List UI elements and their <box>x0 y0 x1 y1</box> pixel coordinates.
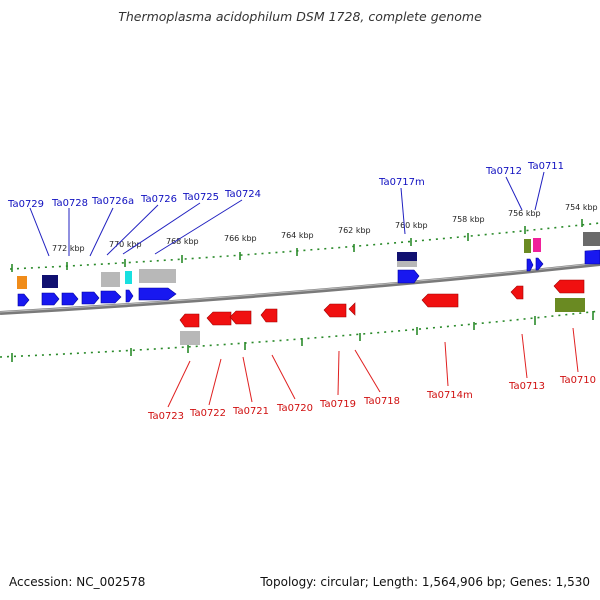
reverse-gene[interactable] <box>510 285 524 300</box>
gene-label-ta0710[interactable]: Ta0710 <box>559 375 596 386</box>
forward-gene[interactable] <box>584 249 600 265</box>
reverse-features <box>180 298 585 345</box>
reverse-gene[interactable] <box>260 308 278 323</box>
feature-box-navy[interactable] <box>42 275 58 288</box>
feature-box-gray[interactable] <box>139 269 176 283</box>
forward-gene-labels: Ta0729 Ta0728 Ta0726a Ta0726 Ta0725 Ta07… <box>7 161 564 210</box>
feature-box-pink[interactable] <box>533 238 541 252</box>
feature-box-gray[interactable] <box>101 272 120 287</box>
map-title: Thermoplasma acidophilum DSM 1728, compl… <box>118 9 482 24</box>
forward-gene[interactable] <box>535 257 544 271</box>
gene-label-ta0717m[interactable]: Ta0717m <box>378 177 425 188</box>
gene-label-ta0721[interactable]: Ta0721 <box>232 406 269 417</box>
feature-box-gray[interactable] <box>180 331 200 345</box>
leader-line <box>444 341 449 387</box>
gene-label-ta0718[interactable]: Ta0718 <box>363 396 400 407</box>
kbp-label-764: 764 kbp <box>281 231 314 240</box>
leader-line <box>572 327 579 373</box>
leader-line <box>521 333 528 379</box>
gene-label-ta0723[interactable]: Ta0723 <box>147 411 184 422</box>
accession-text: Accession: NC_002578 <box>9 575 146 589</box>
gene-label-ta0722[interactable]: Ta0722 <box>189 408 226 419</box>
leader-line <box>271 354 296 400</box>
forward-gene[interactable] <box>61 292 79 306</box>
leader-line <box>208 358 222 406</box>
gene-label-ta0724[interactable]: Ta0724 <box>224 189 261 200</box>
kbp-label-766: 766 kbp <box>224 234 257 243</box>
leader-line <box>167 360 191 408</box>
gene-label-ta0720[interactable]: Ta0720 <box>276 403 313 414</box>
forward-gene[interactable] <box>41 292 60 306</box>
forward-gene[interactable] <box>125 289 134 303</box>
genome-summary-text: Topology: circular; Length: 1,564,906 bp… <box>260 575 590 589</box>
leader-line <box>337 350 340 396</box>
reverse-genes <box>179 279 585 328</box>
genome-backbone <box>0 262 600 315</box>
reverse-gene[interactable] <box>348 302 356 316</box>
leader-line <box>154 199 243 255</box>
reverse-gene[interactable] <box>206 311 232 326</box>
feature-box-cyan[interactable] <box>125 271 132 284</box>
forward-gene[interactable] <box>100 290 122 304</box>
forward-leader-lines <box>29 171 545 257</box>
kbp-label-756: 756 kbp <box>508 209 541 218</box>
kbp-label-770: 770 kbp <box>109 240 142 249</box>
kbp-label-758: 758 kbp <box>452 215 485 224</box>
feature-box-olive[interactable] <box>555 298 585 312</box>
reverse-ruler <box>0 310 600 358</box>
forward-features <box>17 232 600 289</box>
gene-label-ta0714m[interactable]: Ta0714m <box>426 390 473 401</box>
reverse-gene[interactable] <box>229 310 252 325</box>
forward-gene[interactable] <box>81 291 100 305</box>
reverse-leader-lines <box>167 327 579 408</box>
forward-genes <box>17 249 600 307</box>
reverse-gene[interactable] <box>323 303 347 318</box>
leader-line <box>505 176 523 211</box>
reverse-gene-labels: Ta0723 Ta0722 Ta0721 Ta0720 Ta0719 Ta071… <box>147 375 596 422</box>
leader-line <box>89 207 114 257</box>
forward-gene[interactable] <box>397 269 420 284</box>
forward-gene[interactable] <box>138 287 177 301</box>
feature-box-dark-gray[interactable] <box>583 232 600 246</box>
reverse-gene[interactable] <box>179 313 200 328</box>
gene-label-ta0726a[interactable]: Ta0726a <box>91 196 134 207</box>
leader-line <box>106 204 159 256</box>
leader-line <box>242 356 253 403</box>
reverse-gene[interactable] <box>421 293 459 308</box>
gene-label-ta0719[interactable]: Ta0719 <box>319 399 356 410</box>
gene-label-ta0726[interactable]: Ta0726 <box>140 194 177 205</box>
kbp-label-768: 768 kbp <box>166 237 199 246</box>
forward-gene[interactable] <box>526 258 534 272</box>
reverse-major-ticks <box>11 311 594 362</box>
leader-line <box>400 187 406 235</box>
kbp-label-760: 760 kbp <box>395 221 428 230</box>
feature-box-navy[interactable] <box>397 252 417 261</box>
forward-gene[interactable] <box>17 293 30 307</box>
gene-label-ta0712[interactable]: Ta0712 <box>485 166 522 177</box>
genome-backbone-highlight <box>0 262 600 313</box>
forward-major-ticks <box>11 219 583 272</box>
gene-label-ta0729[interactable]: Ta0729 <box>7 199 44 210</box>
gene-label-ta0725[interactable]: Ta0725 <box>182 192 219 203</box>
leader-line <box>534 171 545 211</box>
reverse-gene[interactable] <box>553 279 585 294</box>
gene-label-ta0713[interactable]: Ta0713 <box>508 381 545 392</box>
kbp-label-762: 762 kbp <box>338 226 371 235</box>
leader-line <box>122 202 201 255</box>
forward-ruler <box>9 222 600 270</box>
kbp-label-772: 772 kbp <box>52 244 85 253</box>
feature-box-gray[interactable] <box>397 261 417 267</box>
kbp-label-754: 754 kbp <box>565 203 598 212</box>
leader-line <box>29 207 50 257</box>
leader-line <box>354 349 381 393</box>
gene-label-ta0711[interactable]: Ta0711 <box>527 161 564 172</box>
gene-label-ta0728[interactable]: Ta0728 <box>51 198 88 209</box>
feature-box-orange[interactable] <box>17 276 27 289</box>
feature-box-olive[interactable] <box>524 239 531 253</box>
